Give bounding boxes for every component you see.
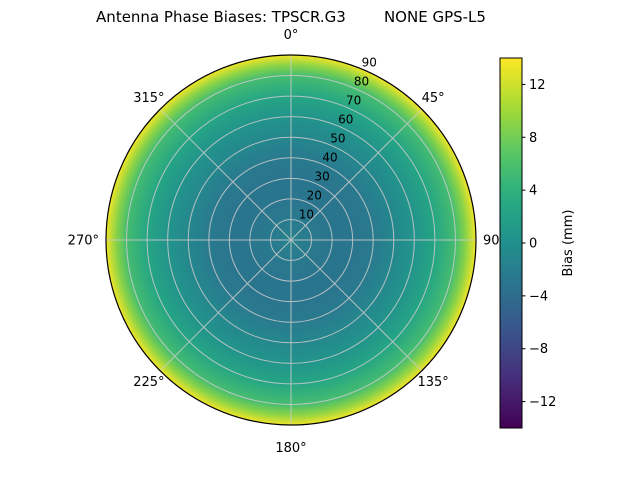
grid-spoke (290, 108, 423, 241)
radial-tick-label: 40 (322, 150, 337, 164)
radial-tick-label: 60 (338, 112, 353, 126)
colorbar-axis-label: Bias (mm) (561, 210, 576, 277)
radial-tick-label: 20 (307, 188, 322, 202)
angular-tick-label: 0° (284, 28, 299, 43)
angular-tick-label: 270° (68, 234, 99, 249)
colorbar-tick-label: −8 (529, 342, 548, 357)
radial-tick-label: 70 (346, 93, 361, 107)
colorbar-tick-label: 12 (529, 78, 546, 93)
polar-spine (105, 54, 477, 426)
angular-tick-label: 225° (133, 375, 164, 390)
chart-title: Antenna Phase Biases: TPSCR.G3 NONE GPS-… (96, 8, 486, 26)
radial-tick-label: 90 (362, 55, 377, 69)
grid-spoke (159, 108, 292, 241)
colorbar: −12 −8 −4 0 4 8 12 Bias (mm) (499, 57, 576, 429)
polar-grid (106, 55, 476, 425)
colorbar-tick-label: 8 (529, 131, 537, 146)
angular-tick-label: 315° (133, 91, 164, 106)
colorbar-tick-label: 0 (529, 237, 537, 252)
angular-tick-label: 135° (417, 375, 448, 390)
grid-spoke (159, 239, 292, 372)
colorbar-tick-label: −12 (529, 395, 556, 410)
angular-tick-label: 45° (422, 91, 445, 106)
angular-tick-label: 180° (275, 441, 306, 456)
grid-spoke (290, 239, 423, 372)
colorbar-tick-label: −4 (529, 289, 548, 304)
colorbar-tick-label: 4 (529, 184, 537, 199)
colorbar-gradient (499, 57, 523, 429)
radial-tick-label: 30 (314, 169, 329, 183)
radial-tick-label: 80 (354, 74, 369, 88)
radial-tick-label: 50 (330, 131, 345, 145)
radial-tick-label: 10 (299, 207, 314, 221)
